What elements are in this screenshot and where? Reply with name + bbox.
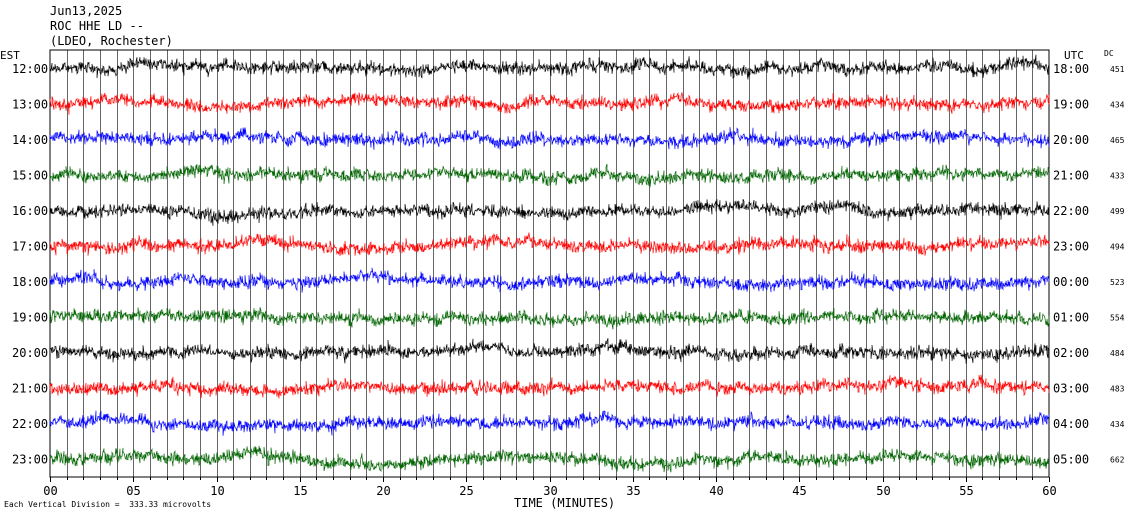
seismic-trace-1200 [49,54,1050,80]
utc-hour-label: 01:00 [1053,311,1089,325]
utc-hour-label: 02:00 [1053,346,1089,360]
dc-offset-value: 523 [1110,278,1125,287]
x-tick-label: 35 [626,484,640,498]
dc-offset-value: 499 [1110,207,1125,216]
x-tick-label: 30 [543,484,557,498]
plot-frame [49,49,1050,478]
utc-hour-label: 03:00 [1053,382,1089,396]
dc-offset-value: 484 [1110,349,1125,358]
est-hour-label: 16:00 [12,204,48,218]
seismic-trace-1900 [49,307,1050,330]
utc-hour-label: 04:00 [1053,417,1089,431]
x-tick-label: 05 [126,484,140,498]
utc-hour-label: 18:00 [1053,62,1089,76]
est-hour-label: 17:00 [12,240,48,254]
x-tick-label: 45 [792,484,806,498]
x-tick-label: 25 [459,484,473,498]
seismic-trace-1800 [49,267,1050,293]
dc-offset-value: 554 [1110,314,1125,323]
utc-zone-label: UTC [1064,49,1084,62]
seismic-trace-1300 [49,92,1050,115]
utc-hour-label: 21:00 [1053,169,1089,183]
dc-offset-value: 434 [1110,101,1125,110]
x-tick-label: 40 [709,484,723,498]
dc-column-label: DC [1104,49,1114,58]
utc-hour-label: 22:00 [1053,204,1089,218]
seismic-trace-2000 [49,338,1050,364]
est-hour-label: 15:00 [12,169,48,183]
x-tick-label: 50 [876,484,890,498]
seismic-trace-1600 [49,199,1050,226]
date-label: Jun13,2025 [50,4,123,18]
dc-offset-value: 494 [1110,243,1125,252]
x-tick-label: 00 [43,484,57,498]
vertical-scale-note: Each Vertical Division = 333.33 microvol… [4,500,212,509]
seismic-trace-2200 [49,410,1050,436]
est-hour-label: 23:00 [12,453,48,467]
utc-hour-label: 19:00 [1053,98,1089,112]
dc-offset-value: 433 [1110,172,1125,181]
dc-offset-value: 662 [1110,456,1125,465]
dc-offset-value: 451 [1110,65,1125,74]
x-tick-label: 60 [1042,484,1056,498]
x-tick-label: 55 [959,484,973,498]
dc-offset-value: 465 [1110,136,1125,145]
x-tick-label: 10 [210,484,224,498]
seismic-trace-1400 [49,127,1050,150]
est-hour-label: 20:00 [12,346,48,360]
est-hour-label: 12:00 [12,62,48,76]
est-hour-label: 18:00 [12,275,48,289]
est-hour-label: 14:00 [12,133,48,147]
network-label: (LDEO, Rochester) [50,34,173,48]
seismic-trace-2100 [49,374,1050,399]
seismic-trace-1700 [49,232,1050,257]
utc-hour-label: 20:00 [1053,133,1089,147]
x-tick-label: 20 [376,484,390,498]
est-hour-label: 13:00 [12,98,48,112]
dc-offset-value: 483 [1110,385,1125,394]
utc-hour-label: 00:00 [1053,275,1089,289]
est-hour-label: 19:00 [12,311,48,325]
dc-offset-value: 434 [1110,420,1125,429]
x-tick-label: 15 [293,484,307,498]
seismic-trace-2300 [49,445,1050,473]
x-axis-label: TIME (MINUTES) [514,496,616,510]
station-label: ROC HHE LD -- [50,19,144,33]
seismic-trace-1500 [49,163,1050,188]
utc-hour-label: 23:00 [1053,240,1089,254]
est-hour-label: 21:00 [12,382,48,396]
est-zone-label: EST [0,49,20,62]
est-hour-label: 22:00 [12,417,48,431]
utc-hour-label: 05:00 [1053,453,1089,467]
